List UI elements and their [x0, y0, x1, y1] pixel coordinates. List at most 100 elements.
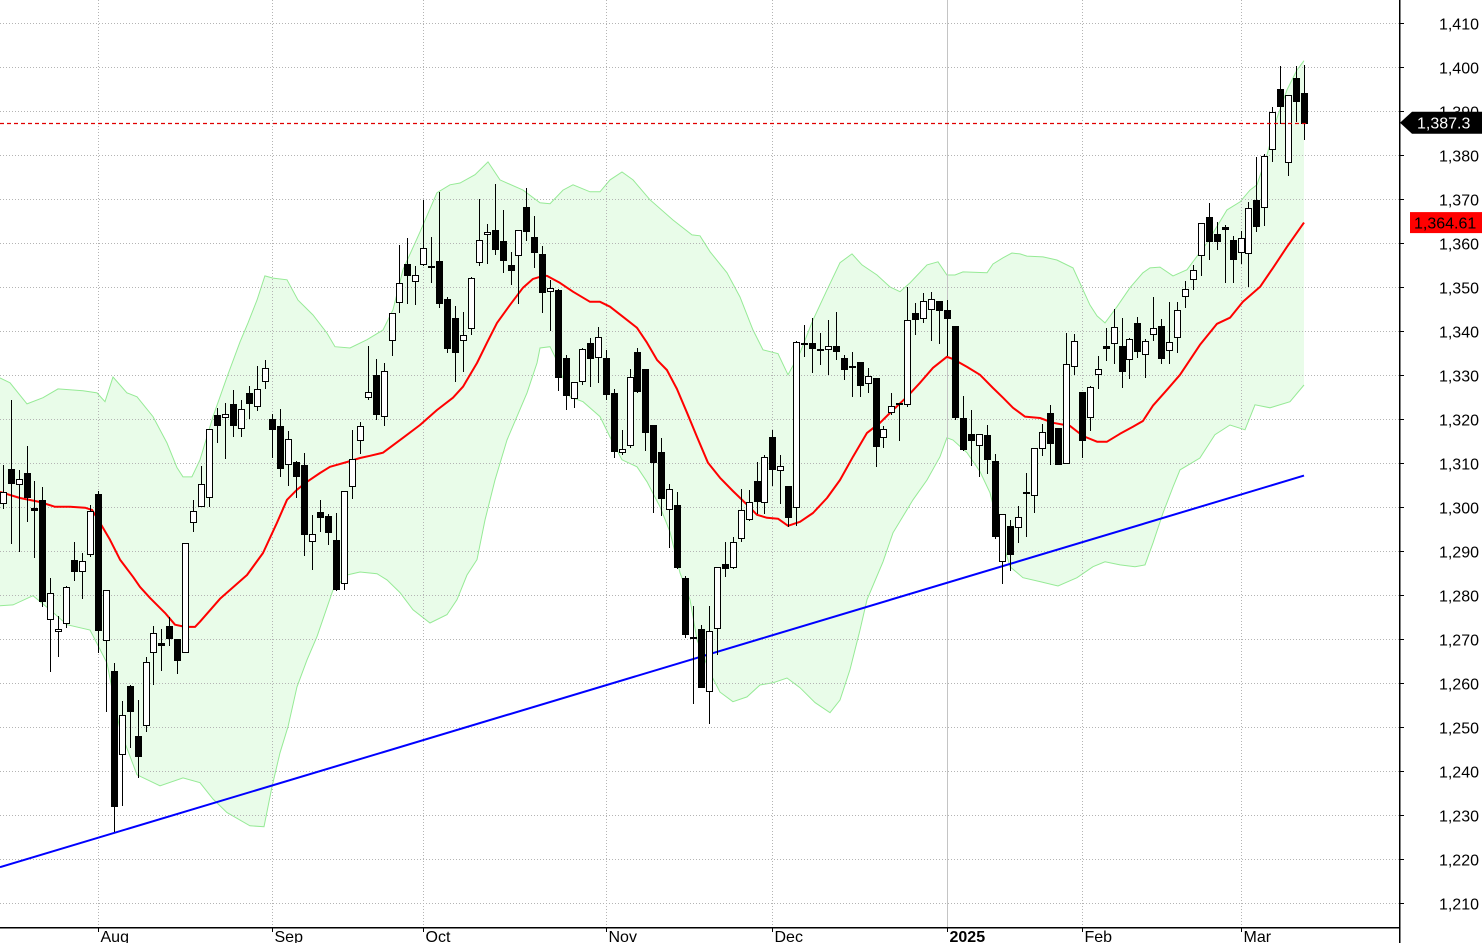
- candle: [1285, 95, 1292, 176]
- candle: [8, 400, 15, 544]
- candle: [880, 426, 887, 448]
- candle-body-up: [595, 337, 602, 358]
- candle-body-up: [1285, 95, 1292, 163]
- candle-body-up: [1063, 364, 1070, 464]
- candle-body-up: [1015, 517, 1022, 528]
- candle: [1079, 392, 1086, 458]
- candle: [674, 492, 681, 569]
- candle: [412, 266, 419, 305]
- candle-body-down: [650, 425, 657, 463]
- candle-body-down: [1158, 326, 1165, 359]
- candle-body-up: [746, 502, 753, 520]
- price-tick-label: 1,250: [1439, 721, 1479, 738]
- candle: [190, 500, 197, 532]
- candle-body-down: [452, 318, 459, 353]
- candle-body-up: [103, 590, 110, 641]
- candle: [420, 200, 427, 266]
- candle-body-down: [833, 346, 840, 352]
- candle-body-down: [277, 426, 284, 469]
- candle: [1222, 225, 1229, 283]
- candle-body-up: [484, 232, 491, 235]
- time-axis[interactable]: Aug Sep Oct Nov Dec 2025 Feb Mar: [0, 926, 1399, 943]
- candle: [769, 430, 776, 486]
- candle-body-up: [825, 346, 832, 350]
- candle-body-down: [968, 434, 975, 441]
- candle-body-down: [444, 299, 451, 349]
- candle-body-down: [785, 486, 792, 518]
- candle-body-up: [793, 342, 800, 508]
- candle: [508, 252, 515, 285]
- candle-body-up: [1126, 339, 1133, 360]
- candle-body-down: [1055, 428, 1062, 465]
- candle-body-down: [174, 639, 181, 661]
- candle: [920, 293, 927, 323]
- candle: [222, 403, 229, 459]
- last-price-tag-arrow: [1400, 111, 1482, 134]
- candle-body-down: [801, 343, 808, 345]
- candle: [1182, 281, 1189, 308]
- candle: [444, 297, 451, 353]
- price-axis[interactable]: 1,210 1,220 1,230 1,240 1,250 1,260 1,270 1,280…: [1398, 0, 1479, 943]
- candle-body-down: [611, 393, 618, 452]
- candle: [31, 481, 38, 558]
- candle-body-down: [492, 230, 499, 250]
- candle: [135, 700, 142, 778]
- candle: [460, 312, 467, 372]
- candle: [555, 289, 562, 391]
- candle-body-up: [1245, 208, 1252, 254]
- price-tick-label: 1,400: [1439, 61, 1479, 78]
- candle: [936, 301, 943, 344]
- candle: [658, 438, 665, 516]
- candle-body-up: [865, 376, 872, 384]
- candle: [63, 586, 70, 628]
- candle: [349, 430, 356, 499]
- candle-body-down: [1253, 200, 1260, 227]
- price-tick-label: 1,340: [1439, 325, 1479, 342]
- candle-body-down: [325, 516, 332, 533]
- candle-body-up: [420, 248, 427, 265]
- price-tick-label: 1,290: [1439, 545, 1479, 562]
- candle-body-up: [285, 439, 292, 465]
- candle-body-up: [47, 593, 54, 620]
- candle: [285, 431, 292, 486]
- candle: [246, 386, 253, 419]
- candle-body-up: [1150, 328, 1157, 335]
- candle: [539, 246, 546, 313]
- candle: [1166, 302, 1173, 364]
- candle: [1134, 317, 1141, 358]
- candle: [1142, 339, 1149, 378]
- candle: [1031, 448, 1038, 513]
- candle: [1261, 154, 1268, 226]
- candle: [16, 470, 23, 552]
- candle-body-up: [1166, 342, 1173, 351]
- candle: [198, 466, 205, 507]
- candle-body-down: [500, 241, 507, 261]
- candle-body-down: [24, 473, 31, 498]
- candle-body-down: [754, 481, 761, 502]
- candle: [365, 346, 372, 400]
- plot-area[interactable]: [0, 0, 1399, 927]
- candle-body-down: [135, 736, 142, 757]
- candle-body-down: [39, 500, 46, 602]
- candle-body-up: [262, 368, 269, 382]
- price-tick-label: 1,350: [1439, 281, 1479, 298]
- candle-body-down: [563, 358, 570, 396]
- candle: [793, 341, 800, 526]
- candle: [833, 312, 840, 360]
- price-tick-label: 1,360: [1439, 237, 1479, 254]
- candle-body-down: [373, 375, 380, 415]
- candle: [547, 280, 554, 331]
- candle-body-up: [309, 534, 316, 542]
- candle-body-down: [1293, 78, 1300, 102]
- candle-body-up: [714, 567, 721, 629]
- candle-body-down: [95, 494, 102, 631]
- candle: [817, 333, 824, 365]
- candle: [1245, 202, 1252, 287]
- time-tick-label: Mar: [1244, 929, 1272, 943]
- candle-body-down: [992, 461, 999, 537]
- candle-body-up: [357, 426, 364, 441]
- candle-body-up: [87, 511, 94, 555]
- price-tick-label: 1,370: [1439, 193, 1479, 210]
- candle: [523, 188, 530, 241]
